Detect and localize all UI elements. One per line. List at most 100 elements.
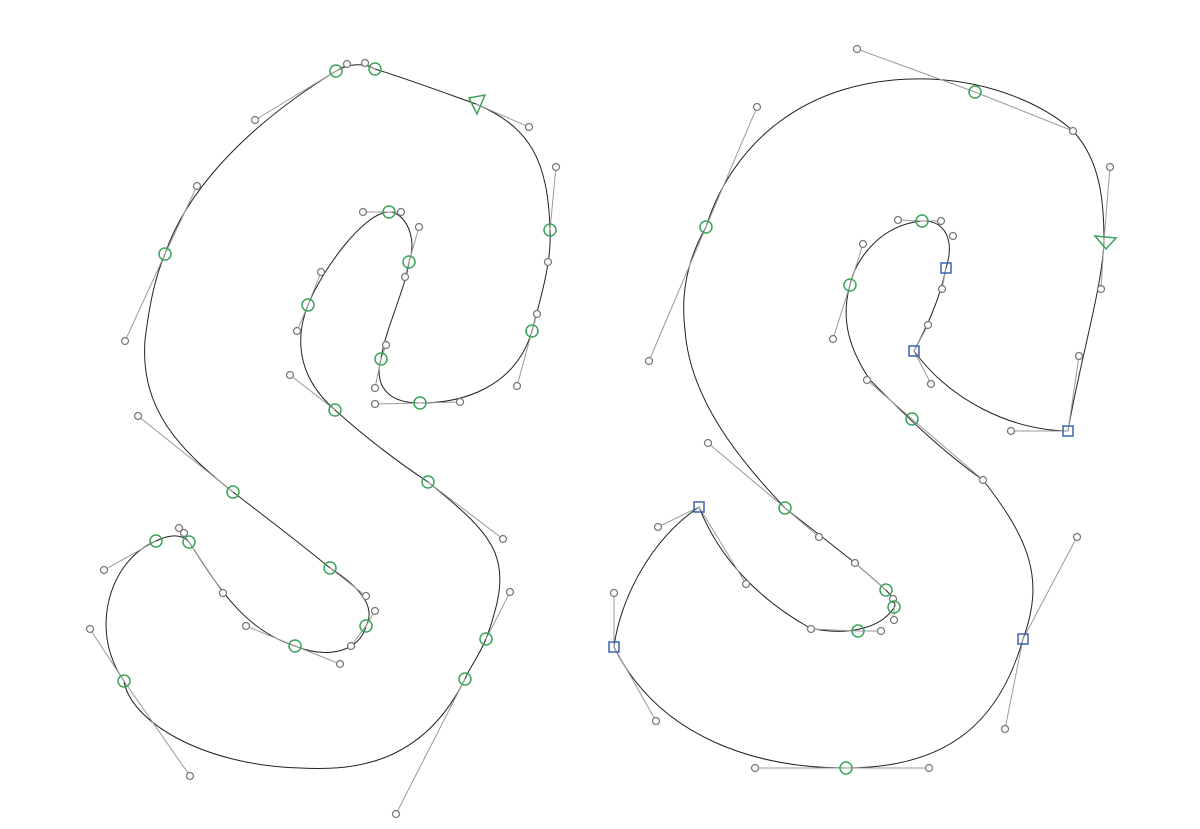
- corner-node[interactable]: [608, 641, 620, 653]
- handle-point[interactable]: [179, 528, 189, 538]
- glyph-outline[interactable]: [613, 78, 1105, 769]
- glyph-s-right[interactable]: [608, 44, 1118, 775]
- handle-points[interactable]: [609, 44, 1115, 773]
- handle-point[interactable]: [241, 621, 251, 631]
- handle-point[interactable]: [1072, 532, 1082, 542]
- handle-point[interactable]: [346, 641, 356, 651]
- handle-point[interactable]: [806, 624, 816, 634]
- handle-point[interactable]: [250, 115, 260, 125]
- handle-point[interactable]: [862, 375, 872, 385]
- handle-point[interactable]: [316, 267, 326, 277]
- start-node-triangle[interactable]: [1093, 235, 1118, 251]
- smooth-node[interactable]: [839, 761, 853, 775]
- handle-point[interactable]: [361, 591, 371, 601]
- handle-point[interactable]: [370, 399, 380, 409]
- smooth-node[interactable]: [288, 639, 302, 653]
- smooth-node[interactable]: [182, 535, 196, 549]
- handle-point[interactable]: [455, 397, 465, 407]
- on-curve-nodes[interactable]: [117, 62, 557, 688]
- handle-point[interactable]: [936, 216, 946, 226]
- smooth-node[interactable]: [887, 600, 901, 614]
- handle-point[interactable]: [1006, 426, 1016, 436]
- corner-node[interactable]: [1062, 425, 1074, 437]
- handle-point[interactable]: [498, 534, 508, 544]
- handle-point[interactable]: [1105, 162, 1115, 172]
- handle-point[interactable]: [1000, 724, 1010, 734]
- handle-point[interactable]: [218, 588, 228, 598]
- smooth-node[interactable]: [851, 624, 865, 638]
- handle-point[interactable]: [391, 809, 401, 819]
- smooth-node[interactable]: [479, 632, 493, 646]
- handle-point[interactable]: [852, 44, 862, 54]
- handle-point[interactable]: [814, 532, 824, 542]
- corner-node[interactable]: [1017, 633, 1029, 645]
- corner-node[interactable]: [693, 501, 705, 513]
- handle-point[interactable]: [85, 624, 95, 634]
- corner-node[interactable]: [908, 345, 920, 357]
- handle-point[interactable]: [174, 523, 184, 533]
- handle-point[interactable]: [653, 522, 663, 532]
- handle-point[interactable]: [876, 626, 886, 636]
- smooth-node[interactable]: [699, 220, 713, 234]
- handle-point[interactable]: [192, 181, 202, 191]
- handle-point[interactable]: [532, 309, 542, 319]
- handle-point[interactable]: [505, 587, 515, 597]
- handle-point[interactable]: [644, 356, 654, 366]
- smooth-node[interactable]: [968, 85, 982, 99]
- handle-point[interactable]: [948, 231, 958, 241]
- handle-point[interactable]: [133, 411, 143, 421]
- handle-point[interactable]: [741, 579, 751, 589]
- handle-point[interactable]: [937, 284, 947, 294]
- handle-point[interactable]: [926, 379, 936, 389]
- glyph-s-left[interactable]: [85, 58, 561, 819]
- handle-point[interactable]: [342, 59, 352, 69]
- smooth-node[interactable]: [915, 214, 929, 228]
- smooth-node[interactable]: [905, 412, 919, 426]
- smooth-node[interactable]: [458, 672, 472, 686]
- smooth-node[interactable]: [359, 619, 373, 633]
- handle-point[interactable]: [924, 763, 934, 773]
- handle-point[interactable]: [850, 558, 860, 568]
- handle-point[interactable]: [99, 565, 109, 575]
- handle-point[interactable]: [120, 336, 130, 346]
- smooth-node[interactable]: [402, 255, 416, 269]
- handle-point[interactable]: [512, 381, 522, 391]
- handle-point[interactable]: [285, 370, 295, 380]
- smooth-node[interactable]: [413, 396, 427, 410]
- smooth-node[interactable]: [543, 223, 557, 237]
- start-node-triangle[interactable]: [467, 94, 487, 116]
- handle-point[interactable]: [370, 383, 380, 393]
- handle-point[interactable]: [752, 102, 762, 112]
- corner-node[interactable]: [940, 262, 952, 274]
- smooth-node[interactable]: [323, 561, 337, 575]
- handle-point[interactable]: [370, 606, 380, 616]
- handle-point[interactable]: [923, 320, 933, 330]
- handle-point[interactable]: [889, 615, 899, 625]
- smooth-node[interactable]: [843, 278, 857, 292]
- smooth-node[interactable]: [226, 485, 240, 499]
- handle-point[interactable]: [414, 222, 424, 232]
- handle-point[interactable]: [543, 257, 553, 267]
- handle-point[interactable]: [185, 771, 195, 781]
- handle-point[interactable]: [292, 326, 302, 336]
- handle-point[interactable]: [1074, 351, 1084, 361]
- smooth-node[interactable]: [328, 403, 342, 417]
- handle-point[interactable]: [396, 207, 406, 217]
- handle-point[interactable]: [381, 340, 391, 350]
- smooth-node[interactable]: [525, 324, 539, 338]
- handle-point[interactable]: [651, 716, 661, 726]
- handle-point[interactable]: [551, 162, 561, 172]
- handle-point[interactable]: [703, 438, 713, 448]
- handle-point[interactable]: [893, 215, 903, 225]
- on-curve-nodes[interactable]: [608, 85, 1118, 775]
- handle-point[interactable]: [978, 475, 988, 485]
- handle-point[interactable]: [609, 588, 619, 598]
- smooth-node[interactable]: [329, 64, 343, 78]
- smooth-node[interactable]: [778, 501, 792, 515]
- handle-point[interactable]: [360, 58, 370, 68]
- handle-point[interactable]: [828, 334, 838, 344]
- glyph-outline[interactable]: [105, 64, 551, 769]
- smooth-node[interactable]: [421, 475, 435, 489]
- smooth-node[interactable]: [879, 583, 893, 597]
